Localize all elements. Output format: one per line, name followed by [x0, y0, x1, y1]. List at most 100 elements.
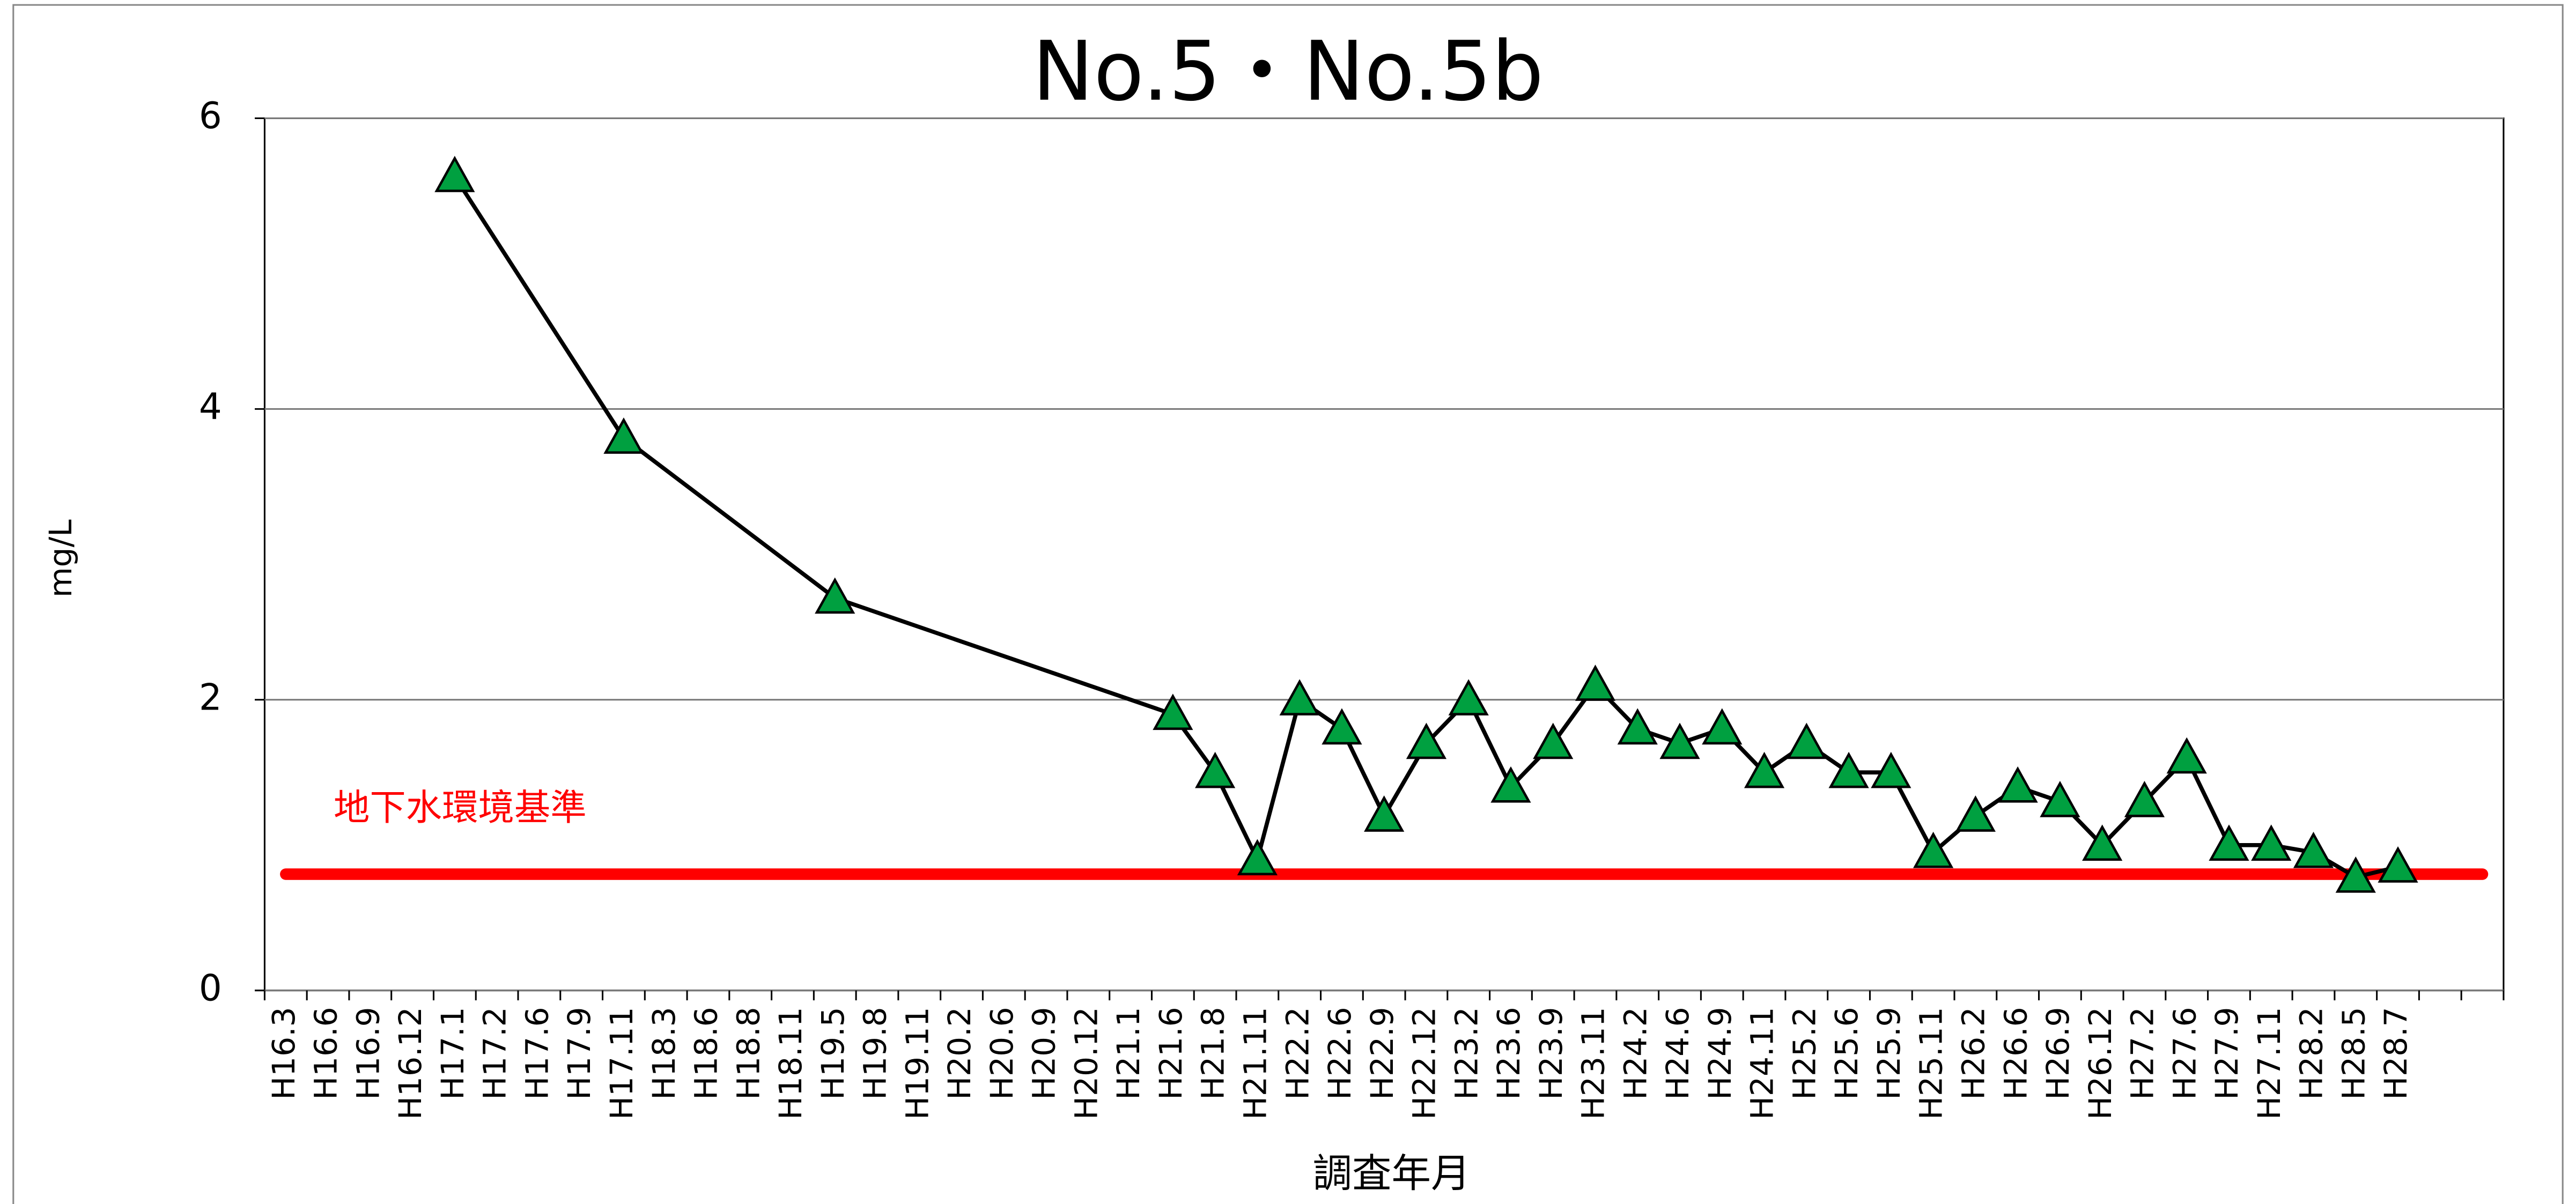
y-tick-label: 0 — [199, 966, 222, 1009]
x-tick-label: H16.3 — [265, 1007, 302, 1099]
x-tick-label: H17.1 — [434, 1007, 471, 1099]
x-tick-label: H16.9 — [350, 1007, 386, 1099]
x-tick-label: H18.3 — [646, 1007, 682, 1099]
x-tick-label: H22.12 — [1406, 1007, 1443, 1119]
x-tick-label: H24.2 — [1617, 1007, 1654, 1099]
data-point — [1744, 751, 1785, 788]
x-tick-label: H17.6 — [519, 1007, 555, 1099]
data-point — [1448, 679, 1489, 715]
x-axis-label: 調査年月 — [1312, 1151, 1470, 1196]
x-tick-label: H25.2 — [1786, 1007, 1822, 1099]
data-point — [1490, 766, 1531, 803]
x-tick-label: H28.5 — [2335, 1007, 2372, 1099]
x-tick-label: H20.6 — [984, 1007, 1020, 1099]
x-tick-label: H17.2 — [477, 1007, 513, 1099]
x-tick-label: H26.2 — [1955, 1007, 1991, 1099]
x-tick-label: H16.12 — [392, 1007, 429, 1119]
x-tick-label: H20.9 — [1026, 1007, 1062, 1099]
x-tick-label: H20.2 — [941, 1007, 978, 1099]
x-tick-label: H27.9 — [2209, 1007, 2245, 1099]
data-point — [2335, 856, 2376, 893]
x-tick-label: H27.2 — [2124, 1007, 2161, 1099]
x-tick-label: H20.12 — [1068, 1007, 1104, 1119]
reference-label: 地下水環境基準 — [334, 786, 587, 829]
data-point — [1955, 795, 1996, 832]
data-point — [1997, 766, 2038, 803]
x-tick-label: H23.2 — [1448, 1007, 1485, 1099]
x-tick-label: H18.8 — [730, 1007, 766, 1099]
y-tick-label: 6 — [199, 94, 222, 137]
x-tick-label: H23.11 — [1575, 1007, 1612, 1119]
x-tick-label: H26.12 — [2082, 1007, 2119, 1119]
data-point — [2040, 781, 2080, 817]
x-tick-label: H24.6 — [1659, 1007, 1696, 1099]
line-segment — [453, 175, 626, 439]
x-tick-label: H28.2 — [2293, 1007, 2330, 1099]
x-tick-label: H25.9 — [1871, 1007, 1907, 1099]
y-tick-label: 4 — [199, 385, 222, 427]
line-segment — [1255, 699, 1302, 860]
x-tick-label: H24.9 — [1702, 1007, 1738, 1099]
data-point — [1322, 708, 1362, 745]
x-tick-label: H22.2 — [1279, 1007, 1316, 1099]
plot-area — [263, 117, 2505, 992]
data-point — [1871, 751, 1911, 788]
x-tick-label: H22.6 — [1322, 1007, 1358, 1099]
x-tick-label: H26.9 — [2040, 1007, 2076, 1099]
data-point — [1659, 722, 1700, 759]
y-axis-label: mg/L — [42, 519, 79, 597]
data-point — [603, 417, 644, 454]
data-point — [1702, 708, 1743, 745]
data-point — [1913, 831, 1954, 868]
y-tick-label: 2 — [199, 676, 222, 718]
x-tick-label: H18.11 — [772, 1007, 809, 1119]
x-tick-label: H25.11 — [1913, 1007, 1950, 1119]
data-point — [2251, 824, 2292, 861]
data-point — [2082, 824, 2123, 861]
x-tick-label: H27.6 — [2166, 1007, 2203, 1099]
data-point — [434, 156, 475, 193]
data-point — [1153, 693, 1193, 730]
x-tick-label: H17.11 — [603, 1007, 640, 1119]
x-tick-label: H27.11 — [2251, 1007, 2287, 1119]
chart-title: No.5・No.5b — [1032, 24, 1544, 120]
data-point — [1364, 795, 1405, 832]
data-point — [2166, 737, 2207, 774]
x-tick-label: H21.8 — [1195, 1007, 1231, 1099]
data-point — [815, 577, 855, 614]
x-tick-label: H21.1 — [1110, 1007, 1147, 1099]
chart-frame — [12, 4, 2564, 1204]
x-tick-label: H19.5 — [815, 1007, 851, 1099]
data-point — [1237, 839, 1278, 876]
data-point — [1786, 722, 1827, 759]
x-tick-label: H16.6 — [308, 1007, 344, 1099]
data-point — [2378, 846, 2418, 883]
line-segment — [622, 436, 837, 600]
data-point — [1533, 722, 1574, 759]
x-tick-label: H17.9 — [561, 1007, 597, 1099]
x-tick-label: H26.6 — [1997, 1007, 2034, 1099]
x-tick-label: H19.11 — [899, 1007, 935, 1119]
data-point — [1828, 751, 1869, 788]
data-point — [1575, 664, 1616, 701]
x-tick-label: H28.7 — [2378, 1007, 2414, 1099]
x-tick-label: H25.6 — [1828, 1007, 1865, 1099]
x-tick-label: H22.9 — [1364, 1007, 1400, 1099]
x-tick-label: H18.6 — [688, 1007, 725, 1099]
data-point — [2293, 831, 2334, 868]
x-tick-label: H23.9 — [1533, 1007, 1569, 1099]
x-tick-label: H21.6 — [1153, 1007, 1189, 1099]
x-tick-label: H21.11 — [1237, 1007, 1273, 1119]
line-segment — [834, 596, 1174, 717]
data-point — [2124, 781, 2165, 817]
data-point — [1279, 679, 1320, 715]
x-tick-label: H23.6 — [1490, 1007, 1527, 1099]
data-point — [1195, 751, 1236, 788]
data-point — [1406, 722, 1447, 759]
data-point — [1617, 708, 1658, 745]
x-tick-label: H24.11 — [1744, 1007, 1781, 1119]
x-tick-label: H19.8 — [857, 1007, 894, 1099]
data-point — [2209, 824, 2249, 861]
